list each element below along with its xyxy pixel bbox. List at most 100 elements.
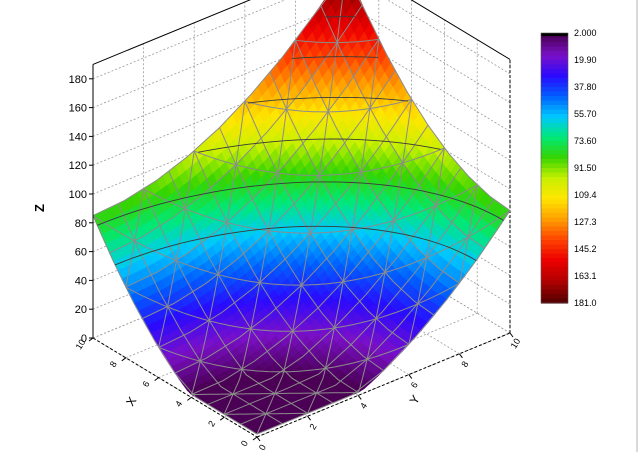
colorbar-band [541,272,568,277]
colorbar-band [541,182,568,187]
colorbar-band [541,38,568,43]
mesh-line [266,413,308,414]
colorbar-band [541,200,568,205]
x-tick [253,437,257,440]
colorbar-band [541,245,568,250]
colorbar-band [541,186,568,191]
y-tick-label: 0 [257,443,268,452]
colorbar-band [541,110,568,115]
z-tick-label: 120 [69,160,87,172]
colorbar-band [541,191,568,196]
colorbar-band [541,42,568,47]
x-tick [122,358,126,361]
x-tick-label: 6 [140,379,151,389]
z-tick-label: 180 [69,74,87,86]
colorbar-band [541,159,568,164]
colorbar-band [541,87,568,92]
y-axis-label: Y [407,393,423,407]
colorbar-band [541,119,568,124]
colorbar-band [541,236,568,241]
colorbar-band [541,150,568,155]
colorbar-label: 55.70 [574,109,597,119]
mesh-line [224,414,266,415]
colorbar-band [541,155,568,160]
y-tick-label: 2 [307,422,318,432]
colorbar-band [541,173,568,178]
y-tick-label: 8 [459,359,470,369]
colorbar-cap [541,33,568,36]
z-tick-label: 40 [75,275,87,287]
colorbar-band [541,294,568,299]
mesh-line [317,393,359,394]
colorbar-band [541,141,568,146]
colorbar-band [541,83,568,88]
colorbar-band [541,164,568,169]
colorbar-band [541,60,568,65]
colorbar-band [541,263,568,268]
y-tick [257,437,260,441]
mesh-line [191,394,233,395]
colorbar-label: 2.000 [574,28,597,38]
y-tick [510,333,513,337]
colorbar-band [541,137,568,142]
colorbar-band [541,290,568,295]
colorbar-band [541,240,568,245]
colorbar-band [541,254,568,259]
colorbar-band [541,96,568,101]
colorbar-band [541,195,568,200]
colorbar-band [541,78,568,83]
colorbar-band [541,227,568,232]
z-tick-label: 160 [69,103,87,115]
colorbar-band [541,168,568,173]
colorbar-band [541,101,568,106]
y-tick-label: 6 [409,380,420,390]
colorbar-band [541,146,568,151]
x-tick-label: 0 [239,439,250,449]
colorbar-label: 181.0 [574,298,597,308]
colorbar-band [541,249,568,254]
y-tick [459,354,462,358]
colorbar-band [541,56,568,61]
colorbar-band [541,74,568,79]
colorbar-label: 37.80 [574,82,597,92]
colorbar-band [541,69,568,74]
colorbar-band [541,218,568,223]
z-tick-label: 60 [75,247,87,259]
colorbar-band [541,222,568,227]
z-axis-label: Z [32,204,47,212]
colorbar-label: 163.1 [574,271,597,281]
colorbar-group: 2.00019.9037.8055.7073.6091.50109.4127.3… [541,28,597,308]
y-tick [308,416,311,420]
x-tick [187,397,191,400]
x-tick-label: 4 [173,399,184,409]
colorbar-band [541,47,568,52]
y-tick [358,395,361,399]
x-tick [220,417,224,420]
y-tick-label: 4 [358,401,369,411]
colorbar-band [541,132,568,137]
colorbar-band [541,128,568,133]
y-tick-label: 10 [509,337,523,351]
colorbar-band [541,285,568,290]
z-tick-label: 20 [75,304,87,316]
z-tick-label: 100 [69,189,87,201]
colorbar-band [541,92,568,97]
x-tick [155,378,159,381]
colorbar-label: 19.90 [574,55,597,65]
colorbar-label: 109.4 [574,190,597,200]
colorbar-band [541,281,568,286]
z-tick-label: 140 [69,131,87,143]
colorbar-band [541,276,568,281]
colorbar-band [541,123,568,128]
colorbar-band [541,258,568,263]
colorbar-band [541,209,568,214]
colorbar-band [541,213,568,218]
colorbar-band [541,65,568,70]
colorbar-band [541,204,568,209]
colorbar-label: 127.3 [574,217,597,227]
colorbar-band [541,231,568,236]
colorbar-label: 73.60 [574,136,597,146]
colorbar-band [541,105,568,110]
